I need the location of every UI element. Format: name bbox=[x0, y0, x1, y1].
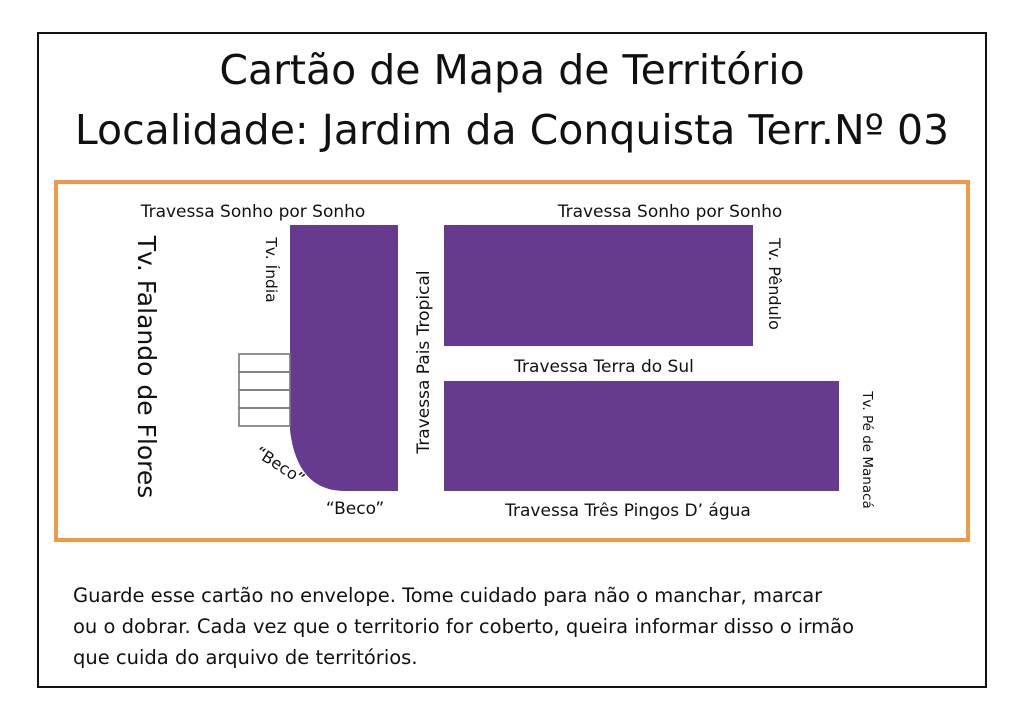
street-label-falando-flores: Tv. Falando de Flores bbox=[132, 235, 161, 499]
block-left bbox=[290, 225, 398, 491]
street-label-beco-bottom: “Beco” bbox=[326, 499, 384, 519]
street-label-tres-pingos: Travessa Três Pingos D’ água bbox=[504, 501, 751, 521]
street-label-pendulo: Tv. Pêndulo bbox=[765, 237, 784, 330]
card-title: Cartão de Mapa de Território bbox=[219, 46, 805, 94]
house bbox=[238, 389, 291, 409]
house bbox=[238, 407, 291, 427]
instructions-line: ou o dobrar. Cada vez que o territorio f… bbox=[73, 615, 854, 638]
block-lower-right bbox=[444, 381, 839, 491]
map-frame bbox=[54, 180, 970, 542]
houses-group bbox=[238, 353, 291, 427]
block-upper-right bbox=[444, 225, 753, 346]
territory-card bbox=[37, 32, 987, 688]
house bbox=[238, 371, 291, 391]
street-label-terra-sul: Travessa Terra do Sul bbox=[513, 357, 694, 377]
instructions-line: que cuida do arquivo de territórios. bbox=[73, 646, 418, 669]
street-label-pe-manaca: Tv. Pé de Manacá bbox=[859, 390, 875, 509]
instructions-text: Guarde esse cartão no envelope. Tome cui… bbox=[73, 580, 973, 673]
house bbox=[238, 353, 291, 373]
street-label-pais-tropical: Travessa Pais Tropical bbox=[414, 270, 434, 454]
instructions-line: Guarde esse cartão no envelope. Tome cui… bbox=[73, 584, 823, 607]
street-label-sonho-right: Travessa Sonho por Sonho bbox=[557, 202, 783, 222]
street-label-india: Tv. Índia bbox=[262, 236, 281, 302]
street-label-sonho-left: Travessa Sonho por Sonho bbox=[140, 202, 366, 222]
locality-title: Localidade: Jardim da Conquista Terr.Nº … bbox=[74, 106, 950, 154]
